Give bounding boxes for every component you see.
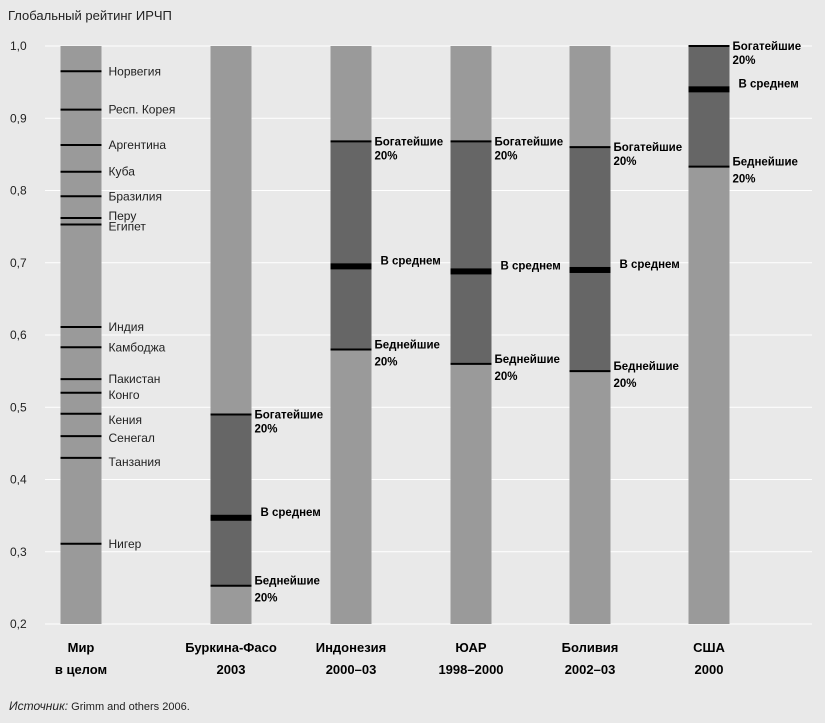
quintile-range: [330, 141, 372, 350]
world-country-label: Перу: [109, 209, 137, 223]
poorest-label: Беднейшие: [255, 576, 320, 588]
average-label: В среднем: [620, 259, 680, 271]
average-label: В среднем: [739, 78, 799, 90]
richest-label: Богатейшие: [733, 41, 802, 53]
y-axis-title: Глобальный рейтинг ИРЧП: [8, 8, 172, 23]
x-category-label: США: [693, 640, 725, 655]
world-country-label: Танзания: [109, 455, 161, 469]
richest-label: Богатейшие: [255, 409, 324, 421]
average-marker: [450, 268, 492, 275]
world-country-label: Респ. Корея: [109, 103, 176, 117]
y-tick-label: 0,6: [10, 328, 27, 342]
world-country-label: Норвегия: [109, 64, 162, 78]
world-country-label: Бразилия: [109, 189, 163, 203]
poorest-label: Беднейшие: [375, 339, 440, 351]
world-country-label: Нигер: [109, 537, 142, 551]
richest-label: 20%: [733, 55, 756, 67]
y-tick-label: 0,7: [10, 256, 27, 270]
source-note: Источник: Grimm and others 2006.: [9, 699, 190, 713]
average-label: В среднем: [261, 507, 321, 519]
x-category-label: 2002–03: [565, 662, 616, 677]
quintile-range: [450, 141, 492, 364]
poorest-label: 20%: [375, 356, 398, 368]
x-category-label: 2003: [217, 662, 246, 677]
poorest-label: Беднейшие: [614, 361, 679, 373]
world-country-label: Сенегал: [109, 431, 155, 445]
poorest-label: 20%: [495, 371, 518, 383]
world-country-label: Конго: [109, 388, 140, 402]
quintile-range: [688, 46, 730, 167]
richest-label: 20%: [495, 150, 518, 162]
average-marker: [569, 266, 611, 273]
y-tick-label: 0,2: [10, 617, 27, 631]
richest-label: 20%: [614, 156, 637, 168]
world-country-label: Египет: [109, 219, 147, 233]
world-country-label: Камбоджа: [109, 340, 166, 354]
world-country-label: Индия: [109, 320, 144, 334]
richest-label: Богатейшие: [614, 142, 683, 154]
y-tick-label: 0,8: [10, 184, 27, 198]
poorest-label: 20%: [255, 593, 278, 605]
source-text: Grimm and others 2006.: [68, 701, 190, 713]
world-country-label: Аргентина: [109, 138, 167, 152]
average-label: В среднем: [501, 260, 561, 272]
average-marker: [330, 263, 372, 270]
poorest-label: Беднейшие: [733, 157, 798, 169]
average-marker: [210, 514, 252, 521]
quintile-range: [569, 147, 611, 372]
x-category-label: Мир: [68, 640, 95, 655]
world-country-label: Куба: [109, 165, 136, 179]
y-tick-label: 1,0: [10, 39, 27, 53]
poorest-label: 20%: [733, 174, 756, 186]
y-tick-label: 0,4: [10, 473, 27, 487]
poorest-label: 20%: [614, 378, 637, 390]
x-category-label: 1998–2000: [438, 662, 503, 677]
y-tick-label: 0,5: [10, 400, 27, 414]
x-category-label: Боливия: [562, 640, 619, 655]
average-marker: [688, 86, 730, 93]
richest-label: 20%: [255, 423, 278, 435]
richest-label: Богатейшие: [495, 136, 564, 148]
average-label: В среднем: [381, 255, 441, 267]
y-tick-label: 0,3: [10, 545, 27, 559]
x-category-label: ЮАР: [455, 640, 486, 655]
x-category-label: Индонезия: [316, 640, 387, 655]
quintile-range: [210, 414, 252, 586]
richest-label: 20%: [375, 150, 398, 162]
source-key: Источник:: [9, 699, 68, 713]
poorest-label: Беднейшие: [495, 354, 560, 366]
x-category-label: 2000–03: [326, 662, 377, 677]
x-category-label: 2000: [695, 662, 724, 677]
world-country-label: Кения: [109, 413, 143, 427]
richest-label: Богатейшие: [375, 136, 444, 148]
x-category-label: в целом: [55, 662, 107, 677]
world-bar: [60, 46, 102, 624]
world-country-label: Пакистан: [109, 372, 161, 386]
x-category-label: Буркина-Фасо: [185, 640, 277, 655]
y-tick-label: 0,9: [10, 111, 27, 125]
